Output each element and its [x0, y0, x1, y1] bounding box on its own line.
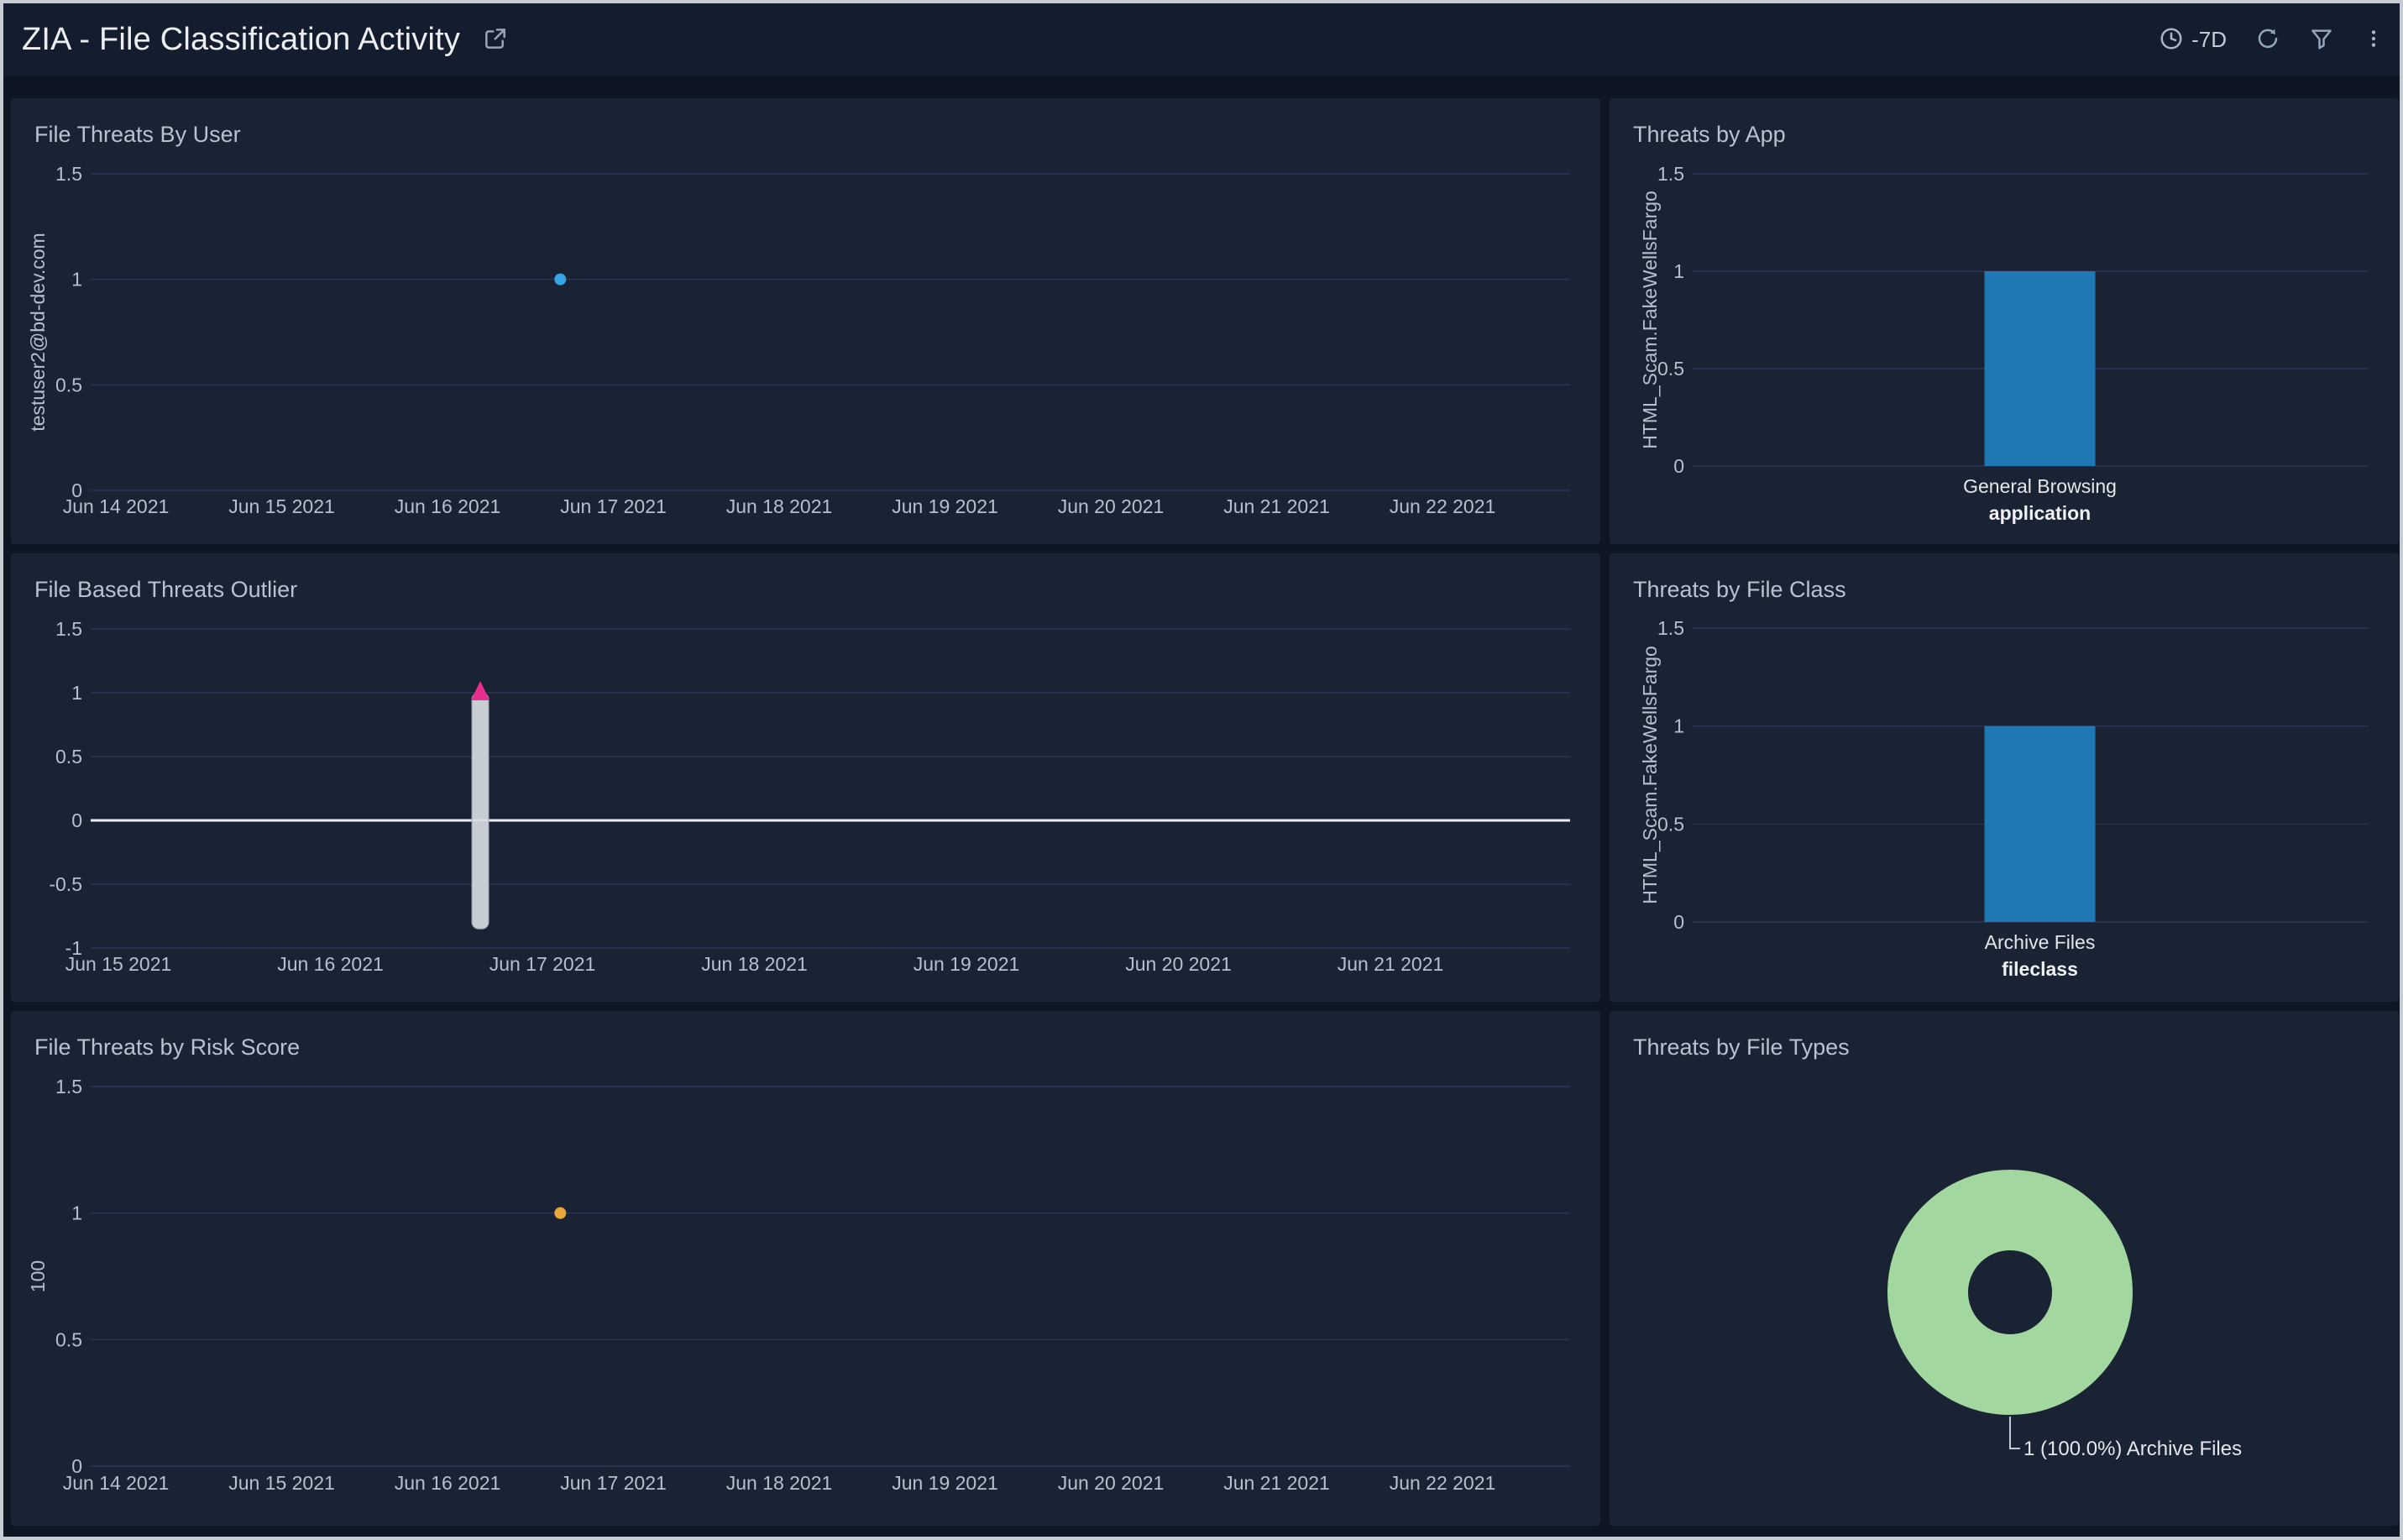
dashboard-grid: File Threats By User 0 0.5 1 1.5 Jun 14 2021… — [3, 76, 2400, 1526]
x-tick-label: Jun 19 2021 — [914, 953, 1020, 975]
share-button[interactable] — [482, 25, 509, 55]
x-tick-label: Jun 17 2021 — [560, 495, 667, 517]
threats-by-app-chart: 0 0.5 1 1.5 HTML_Scam.FakeWellsFargo General … — [1610, 98, 2399, 544]
y-tick-label: 1.5 — [55, 163, 82, 185]
x-tick-label: Jun 18 2021 — [701, 953, 808, 975]
y-tick-label: 1.5 — [55, 618, 82, 640]
y-tick-label: 0.5 — [1657, 358, 1684, 380]
file-threats-by-risk-score-chart: 0 0.5 1 1.5 Jun 14 2021 Jun 15 2021 Jun 16 202… — [11, 1011, 1600, 1526]
category-label: Archive Files — [1985, 931, 2096, 953]
y-tick-label: 1.5 — [1657, 617, 1684, 639]
x-tick-label: Jun 18 2021 — [726, 1472, 833, 1494]
x-tick-label: Jun 19 2021 — [892, 1472, 998, 1494]
y-axis-label: testuser2@bd-dev.com — [27, 233, 49, 431]
x-axis-label: fileclass — [2002, 958, 2078, 980]
y-tick-label: 1 — [71, 682, 82, 704]
y-axis-label: HTML_Scam.FakeWellsFargo — [1639, 646, 1661, 904]
refresh-button[interactable] — [2255, 26, 2280, 54]
panel-threats-by-file-class: Threats by File Class 0 0.5 1 1.5 HTML_Scam.… — [1610, 553, 2399, 1002]
y-tick-label: 0 — [71, 479, 82, 501]
outlier-marker — [471, 681, 490, 700]
x-tick-label: Jun 20 2021 — [1125, 953, 1232, 975]
time-range-control[interactable]: -7D — [2159, 26, 2227, 54]
x-tick-label: Jun 22 2021 — [1390, 1472, 1496, 1494]
panel-title-threats-by-file-class: Threats by File Class — [1633, 577, 1846, 602]
threats-by-file-class-chart: 0 0.5 1 1.5 HTML_Scam.FakeWellsFargo Archive … — [1610, 553, 2399, 1002]
y-tick-label: 0.5 — [55, 746, 82, 767]
y-tick-label: 1 — [71, 269, 82, 291]
panel-threats-by-file-types: Threats by File Types 1 (100.0%) Archive… — [1610, 1011, 2399, 1526]
filter-button[interactable] — [2309, 26, 2334, 54]
open-in-new-icon — [482, 25, 509, 55]
x-tick-label: Jun 21 2021 — [1338, 953, 1444, 975]
kebab-icon — [2363, 26, 2385, 54]
y-tick-label: 0 — [1673, 911, 1684, 933]
y-tick-label: 0.5 — [1657, 813, 1684, 835]
x-tick-label: Jun 21 2021 — [1223, 1472, 1330, 1494]
threats-by-file-types-chart: 1 (100.0%) Archive Files — [1610, 1011, 2399, 1526]
file-threats-by-user-chart: 0 0.5 1 1.5 Jun 14 2021 Jun 15 2021 Jun 16 202… — [11, 98, 1600, 544]
page-title: ZIA - File Classification Activity — [22, 21, 461, 57]
x-tick-label: Jun 17 2021 — [490, 953, 596, 975]
header-controls: -7D — [2159, 26, 2385, 54]
refresh-icon — [2255, 26, 2280, 54]
scatter-point — [554, 273, 567, 285]
panel-title-threats-by-file-types: Threats by File Types — [1633, 1035, 1850, 1060]
y-tick-label: 0 — [71, 1455, 82, 1477]
x-tick-label: Jun 16 2021 — [395, 495, 501, 517]
x-tick-label: Jun 15 2021 — [228, 1472, 335, 1494]
y-tick-label: 1 — [1673, 715, 1684, 737]
filter-icon — [2309, 26, 2334, 54]
y-tick-label: 0.5 — [55, 1328, 82, 1350]
file-based-threats-outlier-chart: -1 -0.5 0 0.5 1 1.5 Jun 15 2021 Jun 16 2021 Jun … — [11, 553, 1600, 1002]
y-tick-label: 0 — [1673, 455, 1684, 477]
bar — [1984, 271, 2096, 466]
y-tick-label: 1 — [71, 1202, 82, 1224]
outlier-band — [471, 692, 490, 930]
panel-threats-by-app: Threats by App 0 0.5 1 1.5 HTML_Scam.FakeWel… — [1610, 98, 2399, 544]
x-tick-label: Jun 15 2021 — [65, 953, 172, 975]
panel-title-threats-by-app: Threats by App — [1633, 122, 1786, 147]
y-tick-label: 1.5 — [1657, 163, 1684, 185]
bar — [1984, 725, 2096, 922]
y-axis-label: 100 — [27, 1260, 49, 1292]
y-tick-label: 1 — [1673, 260, 1684, 282]
x-tick-label: Jun 16 2021 — [395, 1472, 501, 1494]
scatter-point — [554, 1207, 567, 1219]
panel-file-threats-by-user: File Threats By User 0 0.5 1 1.5 Jun 14 2021… — [11, 98, 1600, 544]
category-label: General Browsing — [1963, 475, 2117, 497]
x-tick-label: Jun 16 2021 — [277, 953, 384, 975]
x-tick-label: Jun 20 2021 — [1058, 495, 1165, 517]
y-tick-label: 0.5 — [55, 374, 82, 395]
donut-slice — [1887, 1170, 2133, 1415]
clock-icon — [2159, 26, 2184, 54]
x-tick-label: Jun 17 2021 — [560, 1472, 667, 1494]
x-tick-label: Jun 22 2021 — [1390, 495, 1496, 517]
x-tick-label: Jun 15 2021 — [228, 495, 335, 517]
y-tick-label: -1 — [65, 937, 82, 959]
y-tick-label: -0.5 — [49, 873, 82, 895]
panel-title-file-threats-by-risk-score: File Threats by Risk Score — [34, 1035, 301, 1060]
x-tick-label: Jun 14 2021 — [63, 495, 170, 517]
panel-file-threats-by-risk-score: File Threats by Risk Score 0 0.5 1 1.5 Jun 1… — [11, 1011, 1600, 1526]
callout-line — [2009, 1417, 2020, 1449]
panel-title-file-threats-by-user: File Threats By User — [34, 122, 241, 147]
x-axis-label: application — [1989, 502, 2091, 524]
x-tick-label: Jun 19 2021 — [892, 495, 998, 517]
time-range-label: -7D — [2191, 26, 2227, 52]
panel-title-file-based-threats-outlier: File Based Threats Outlier — [34, 577, 298, 602]
kebab-menu-button[interactable] — [2363, 26, 2385, 54]
x-tick-label: Jun 18 2021 — [726, 495, 833, 517]
x-tick-label: Jun 14 2021 — [63, 1472, 170, 1494]
y-axis-label: HTML_Scam.FakeWellsFargo — [1639, 191, 1661, 449]
panel-file-based-threats-outlier: File Based Threats Outlier -1 -0.5 0 0.5 1 1.… — [11, 553, 1600, 1002]
dashboard-header: ZIA - File Classification Activity -7D — [3, 3, 2400, 76]
x-tick-label: Jun 21 2021 — [1223, 495, 1330, 517]
x-tick-label: Jun 20 2021 — [1058, 1472, 1165, 1494]
y-tick-label: 1.5 — [55, 1076, 82, 1097]
donut-callout: 1 (100.0%) Archive Files — [2023, 1438, 2242, 1460]
y-tick-label: 0 — [71, 809, 82, 831]
